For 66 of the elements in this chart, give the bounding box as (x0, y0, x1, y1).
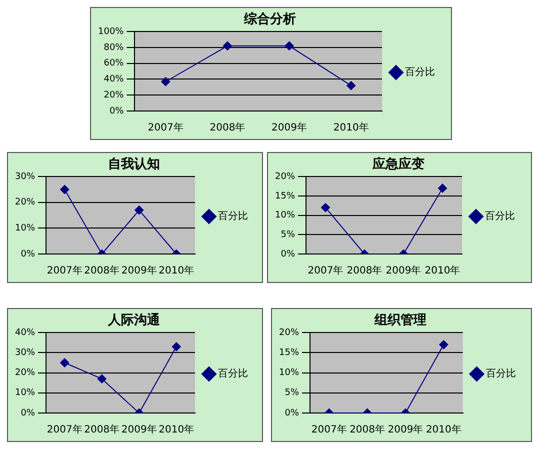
point (172, 342, 181, 352)
chart-title: 应急应变 (372, 156, 424, 172)
y-tick-label: 15% (278, 348, 300, 358)
point (97, 374, 106, 384)
legend-label: 百分比 (486, 368, 516, 380)
y-tick-label: 40% (104, 74, 124, 85)
legend-label: 百分比 (405, 66, 435, 78)
point (60, 185, 70, 194)
y-tick-label: 20% (274, 172, 296, 182)
x-tick-label: 2010年 (333, 122, 369, 134)
point (438, 184, 447, 193)
y-tick-label: 20% (278, 328, 300, 338)
x-tick-label: 2007年 (46, 264, 82, 277)
y-tick-label: 0% (280, 249, 296, 260)
y-tick-label: 15% (274, 191, 296, 202)
x-tick-label: 2009年 (121, 424, 157, 436)
x-tick-label: 2008年 (346, 264, 382, 277)
point (134, 206, 144, 215)
y-tick-label: 0% (20, 408, 36, 418)
legend-label: 百分比 (218, 210, 248, 222)
y-tick-label: 20% (104, 90, 124, 100)
x-tick-label: 2007年 (308, 264, 344, 277)
y-tick-label: 30% (14, 172, 36, 182)
x-tick-label: 2008年 (210, 122, 246, 134)
chart-title: 组织管理 (374, 313, 426, 328)
y-tick-label: 10% (14, 224, 36, 234)
y-tick-label: 0% (20, 249, 36, 260)
y-tick-label: 5% (280, 230, 296, 240)
y-tick-label: 0% (109, 106, 124, 116)
chart-title: 人际沟通 (107, 312, 161, 328)
y-tick-label: 20% (14, 198, 36, 208)
y-tick-label: 60% (104, 58, 124, 69)
y-tick-label: 80% (104, 42, 124, 53)
x-tick-label: 2008年 (84, 424, 120, 436)
x-tick-label: 2010年 (158, 264, 194, 277)
y-tick-label: 10% (278, 368, 300, 378)
y-tick-label: 30% (14, 348, 36, 358)
x-tick-label: 2009年 (272, 122, 307, 134)
point (284, 41, 294, 50)
x-tick-label: 2010年 (424, 264, 460, 277)
chart-title: 自我认知 (108, 156, 160, 172)
x-tick-label: 2010年 (426, 424, 462, 436)
y-tick-label: 40% (14, 328, 36, 338)
y-tick-label: 10% (14, 388, 36, 398)
y-tick-label: 0% (284, 408, 300, 418)
point (161, 77, 170, 86)
legend-label: 百分比 (485, 210, 515, 222)
point (346, 81, 356, 90)
x-tick-label: 2010年 (158, 424, 194, 436)
x-tick-label: 2008年 (84, 264, 120, 277)
x-tick-label: 2009年 (121, 264, 157, 277)
x-tick-label: 2007年 (46, 424, 82, 436)
legend-label: 百分比 (218, 368, 248, 380)
x-tick-label: 2009年 (386, 264, 422, 277)
x-tick-label: 2008年 (350, 424, 386, 436)
point (60, 358, 70, 368)
x-tick-label: 2009年 (388, 424, 424, 436)
y-tick-label: 10% (274, 210, 296, 221)
chart-title: 综合分析 (243, 11, 296, 28)
x-tick-label: 2007年 (311, 424, 347, 436)
y-tick-label: 100% (98, 26, 124, 37)
point (321, 203, 330, 212)
x-tick-label: 2007年 (148, 122, 184, 134)
y-tick-label: 5% (284, 388, 300, 398)
point (222, 41, 232, 50)
y-tick-label: 20% (14, 368, 36, 378)
